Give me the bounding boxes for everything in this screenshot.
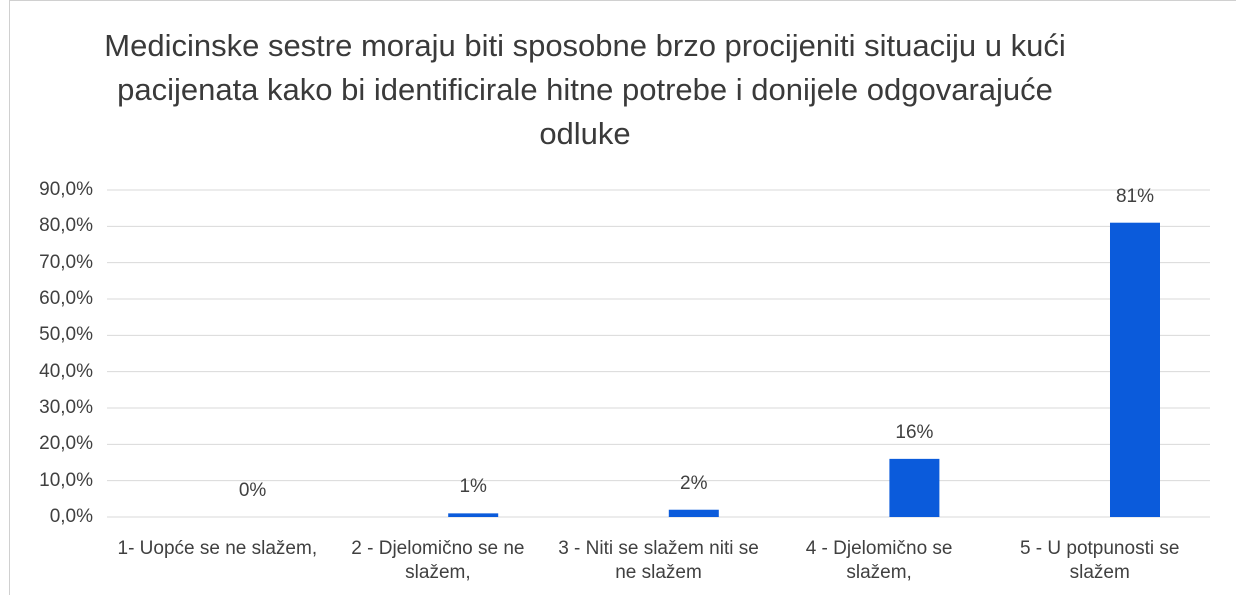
y-tick-label: 40,0%: [39, 360, 93, 382]
data-label: 2%: [680, 472, 708, 494]
y-tick-label: 70,0%: [39, 251, 93, 273]
x-tick-label: 5 - U potpunosti se slažem: [1019, 538, 1180, 583]
y-tick-label: 50,0%: [39, 324, 93, 346]
x-tick-label: 1- Uopće se ne slažem,: [117, 538, 318, 559]
bar: [1109, 222, 1160, 517]
x-tick-label: 3 - Niti se slažem niti se ne slažem: [558, 538, 759, 583]
bar: [668, 509, 719, 517]
bar: [889, 458, 940, 517]
data-label: 0%: [238, 480, 267, 501]
chart-title: Medicinske sestre moraju biti sposobne b…: [104, 28, 1066, 151]
data-label: 81%: [1115, 185, 1154, 207]
x-tick-label: 4 - Djelomično se slažem,: [805, 538, 953, 583]
data-label: 16%: [895, 421, 934, 443]
y-tick-label: 30,0%: [39, 397, 93, 418]
chart-border: [9, 0, 1236, 595]
y-tick-label: 80,0%: [39, 215, 93, 237]
y-tick-label: 20,0%: [39, 433, 93, 455]
y-tick-label: 90,0%: [39, 179, 93, 200]
x-tick-label: 2 - Djelomično se ne slažem,: [351, 538, 525, 583]
bar: [448, 513, 499, 517]
y-tick-label: 0,0%: [49, 506, 93, 527]
data-label: 1%: [459, 476, 487, 498]
y-tick-label: 10,0%: [39, 469, 93, 491]
y-tick-label: 60,0%: [39, 288, 93, 309]
